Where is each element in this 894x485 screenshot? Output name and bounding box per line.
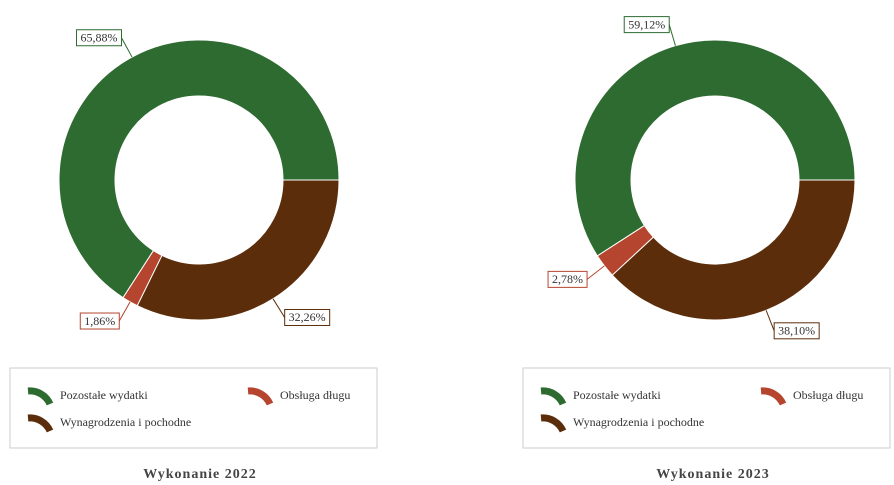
value-label: 32,26% <box>284 308 331 326</box>
legend-swatch <box>27 387 54 406</box>
label-box <box>773 322 820 340</box>
value-label: 38,10% <box>773 322 820 340</box>
legend-label: Wynagrodzenia i pochodne <box>573 415 704 429</box>
legend-label: Pozostałe wydatki <box>573 388 661 402</box>
legend-swatch <box>760 387 787 406</box>
label-box <box>75 29 122 47</box>
legend-swatch <box>247 387 274 406</box>
legend-label: Pozostałe wydatki <box>60 388 148 402</box>
value-label: 2,78% <box>547 270 588 288</box>
value-label: 1,86% <box>79 312 120 330</box>
value-label: 59,12% <box>623 16 670 34</box>
legend-swatch <box>540 414 567 433</box>
donut-slice <box>574 39 856 257</box>
value-label-text: 65,88% <box>80 30 117 44</box>
label-box <box>284 308 331 326</box>
legend-label: Obsługa długu <box>280 388 350 402</box>
donut-slice <box>611 179 856 321</box>
legend-box <box>522 367 891 449</box>
legend-swatch <box>27 414 54 433</box>
label-box <box>623 16 670 34</box>
legend-label: Obsługa długu <box>793 388 863 402</box>
value-label-text: 1,86% <box>84 314 115 328</box>
label-box <box>79 312 120 330</box>
leader-line <box>586 265 605 280</box>
donut-slice <box>58 39 340 299</box>
leader-line <box>121 37 133 58</box>
value-label-text: 38,10% <box>778 324 815 338</box>
chart-title: Wykonanie 2022 <box>143 467 256 482</box>
legend-box <box>9 367 378 449</box>
chart-title: Wykonanie 2023 <box>656 467 769 482</box>
label-box <box>547 270 588 288</box>
leader-line <box>118 301 131 322</box>
leader-line <box>668 24 676 46</box>
legend-label: Wynagrodzenia i pochodne <box>60 415 191 429</box>
value-label-text: 32,26% <box>289 310 326 324</box>
legend-swatch <box>540 387 567 406</box>
value-label-text: 59,12% <box>628 17 665 31</box>
donut-slice <box>136 179 340 321</box>
value-label-text: 2,78% <box>552 272 583 286</box>
leader-line <box>272 298 286 318</box>
value-label: 65,88% <box>75 29 122 47</box>
leader-line <box>765 310 775 331</box>
